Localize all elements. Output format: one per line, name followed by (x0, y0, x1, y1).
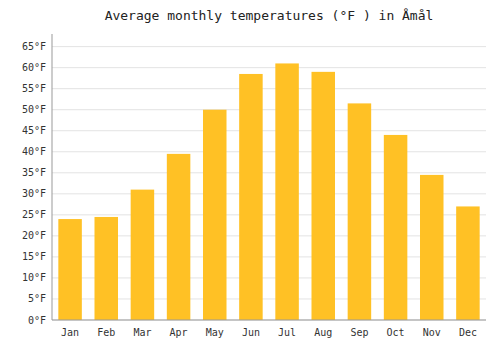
y-tick-label: 0°F (28, 315, 46, 326)
x-tick-label: Jan (61, 327, 79, 338)
x-tick-label: Feb (97, 327, 115, 338)
x-tick-label: May (206, 327, 224, 338)
x-tick-label: Jun (242, 327, 260, 338)
y-tick-label: 40°F (22, 146, 46, 157)
y-tick-label: 60°F (22, 62, 46, 73)
y-tick-label: 55°F (22, 83, 46, 94)
y-axis-line (52, 34, 53, 320)
y-tick-label: 35°F (22, 167, 46, 178)
bar (384, 135, 408, 320)
bars (58, 63, 479, 320)
chart: Average monthly temperatures (°F ) in Åm… (0, 0, 500, 350)
x-tick-label: Dec (459, 327, 477, 338)
bar (239, 74, 263, 320)
bar (131, 190, 155, 320)
grid-line (52, 67, 486, 68)
y-tick-label: 15°F (22, 251, 46, 262)
y-tick-label: 30°F (22, 188, 46, 199)
y-tick-label: 25°F (22, 209, 46, 220)
grid-line (52, 88, 486, 89)
grid-line (52, 172, 486, 173)
grid-line (52, 320, 486, 321)
x-tick-label: Nov (423, 327, 441, 338)
grid-line (52, 151, 486, 152)
y-tick-label: 20°F (22, 230, 46, 241)
y-tick-label: 10°F (22, 272, 46, 283)
grid-line (52, 46, 486, 47)
bar (348, 103, 372, 320)
y-tick-label: 5°F (28, 293, 46, 304)
x-axis-line (52, 320, 486, 321)
bar (456, 206, 480, 320)
title: Average monthly temperatures (°F ) in Åm… (105, 8, 434, 23)
x-tick-label: Aug (314, 327, 332, 338)
x-tick-label: Apr (170, 327, 188, 338)
y-tick-label: 65°F (22, 41, 46, 52)
bar (275, 63, 299, 320)
bar (311, 72, 335, 320)
y-tick-label: 50°F (22, 104, 46, 115)
y-tick-label: 45°F (22, 125, 46, 136)
grid (52, 47, 486, 320)
bar (94, 217, 118, 320)
x-tick-label: Jul (278, 327, 296, 338)
bar (420, 175, 444, 320)
bar (58, 219, 82, 320)
grid-line (52, 130, 486, 131)
x-tick-label: Sep (350, 327, 368, 338)
x-tick-label: Oct (387, 327, 405, 338)
bar (203, 110, 227, 320)
x-tick-label: Mar (133, 327, 151, 338)
grid-line (52, 109, 486, 110)
bar (167, 154, 191, 320)
chart-container: Average monthly temperatures (°F ) in Åm… (0, 0, 500, 350)
